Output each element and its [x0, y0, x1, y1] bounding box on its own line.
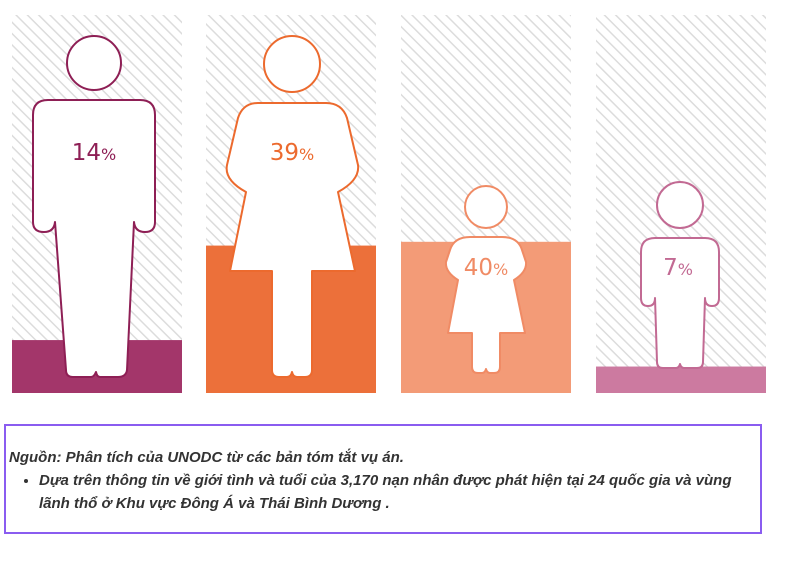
man-icon — [32, 35, 156, 378]
pictogram-chart: 14% 39% 40% 7% — [12, 15, 766, 393]
note-bullet: Dựa trên thông tin về giới tình và tuổi … — [39, 469, 754, 515]
panel-man: 14% — [12, 15, 182, 393]
figure-body — [640, 237, 720, 369]
source-note: Nguồn: Phân tích của UNODC từ các bản tó… — [4, 424, 762, 534]
figure-body — [32, 99, 156, 378]
value-label: 14% — [72, 140, 116, 166]
value-label: 40% — [464, 255, 508, 281]
figure-body — [225, 102, 360, 378]
figure-head — [656, 181, 704, 229]
source-text: Nguồn: Phân tích của UNODC từ các bản tó… — [9, 449, 404, 466]
woman-icon — [225, 35, 360, 378]
boy-icon — [640, 181, 720, 369]
value-fill-bar — [596, 366, 766, 393]
figure-head — [464, 185, 508, 229]
panel-woman: 39% — [206, 15, 376, 393]
value-label: 39% — [270, 140, 314, 166]
value-label: 7% — [663, 255, 693, 281]
figure-head — [66, 35, 122, 91]
panel-boy: 7% — [596, 15, 766, 393]
figure-body — [444, 236, 528, 374]
figure-head — [263, 35, 321, 93]
note-list: Dựa trên thông tin về giới tình và tuổi … — [6, 469, 754, 515]
panel-girl: 40% — [401, 15, 571, 393]
girl-icon — [444, 185, 528, 374]
